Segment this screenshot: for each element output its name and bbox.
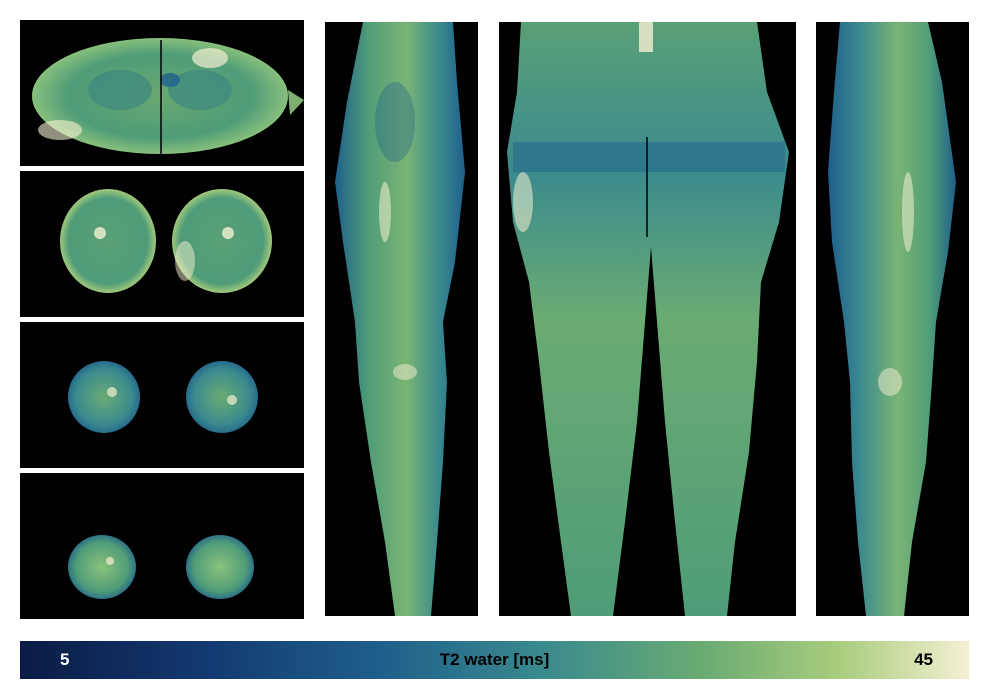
sagittal-left-image [335, 22, 465, 616]
sagittal-right-image [828, 22, 956, 616]
right-calf-cross-section [186, 535, 254, 599]
axial-slice-lower-leg [20, 473, 304, 619]
axial-slice-pelvis [20, 20, 304, 166]
colorbar-min-label: 5 [60, 650, 70, 669]
axial-upper-thigh-image [60, 189, 272, 293]
axial-slice-upper-thigh [20, 171, 304, 317]
pelvis-cross-section [32, 38, 288, 154]
colorbar-title: T2 water [ms] [439, 650, 550, 669]
right-knee-cross-section [186, 361, 258, 433]
axial-knee-image [68, 361, 258, 433]
left-thigh-cross-section [60, 189, 156, 293]
axial-lower-leg-image [68, 535, 254, 599]
sagittal-view-left [325, 22, 478, 616]
left-leg-sagittal-silhouette [335, 22, 465, 616]
coronal-legs-silhouette [507, 22, 789, 616]
axial-pelvis-image [32, 38, 304, 156]
coronal-image [507, 22, 789, 616]
axial-slice-knee [20, 322, 304, 468]
sagittal-view-right [816, 22, 969, 616]
right-thigh-cross-section [172, 189, 272, 293]
colorbar-max-label: 45 [914, 650, 933, 669]
left-knee-cross-section [68, 361, 140, 433]
left-calf-cross-section [68, 535, 136, 599]
coronal-view [499, 22, 796, 616]
right-leg-sagittal-silhouette [828, 22, 956, 616]
colorbar: 5 T2 water [ms] 45 [20, 641, 969, 679]
